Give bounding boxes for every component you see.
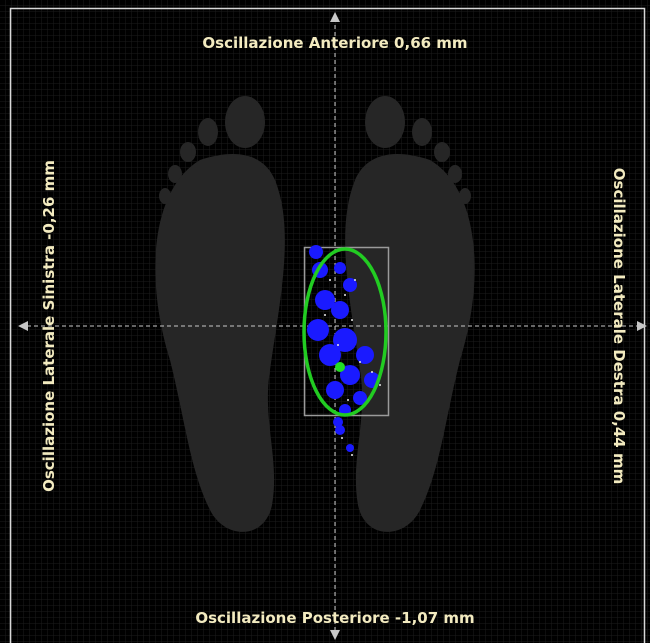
sway-trace [324,279,381,456]
frame [9,7,646,643]
axis-arrows [18,12,647,640]
feet-silhouette [155,96,475,532]
anterior-label: Oscillazione Anteriore 0,66 mm [202,34,467,52]
left-label: Oscillazione Laterale Sinistra -0,26 mm [40,160,58,492]
center-of-pressure [335,362,345,372]
posterior-label: Oscillazione Posteriore -1,07 mm [195,609,474,627]
confidence-ellipse [302,247,388,417]
right-label: Oscillazione Laterale Destra 0,44 mm [610,168,628,484]
crosshair [20,18,640,636]
